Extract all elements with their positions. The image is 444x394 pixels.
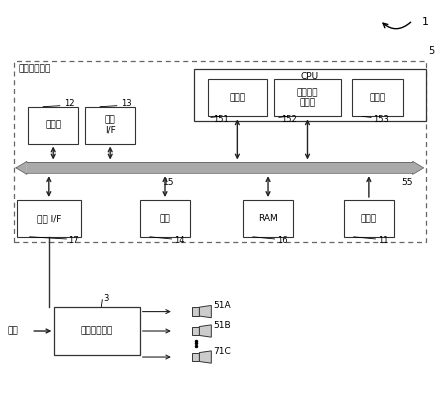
Text: 用户
I/F: 用户 I/F bbox=[105, 115, 115, 135]
Bar bbox=[140, 200, 190, 237]
Bar bbox=[192, 353, 199, 361]
Text: 测定部: 测定部 bbox=[229, 93, 246, 102]
Text: 153: 153 bbox=[373, 115, 389, 124]
Polygon shape bbox=[199, 305, 211, 318]
Text: 51A: 51A bbox=[213, 301, 231, 310]
Text: 校正部: 校正部 bbox=[369, 93, 386, 102]
Text: 声场辅助装置: 声场辅助装置 bbox=[81, 327, 113, 336]
Bar bbox=[17, 200, 81, 237]
Polygon shape bbox=[199, 351, 211, 363]
Text: 信息处理终端: 信息处理终端 bbox=[18, 64, 50, 73]
Text: 55: 55 bbox=[402, 178, 413, 187]
Text: 51B: 51B bbox=[213, 321, 231, 330]
Bar bbox=[27, 162, 413, 173]
Text: 16: 16 bbox=[277, 236, 287, 245]
Text: 151: 151 bbox=[213, 115, 229, 124]
Text: 17: 17 bbox=[68, 236, 79, 245]
Bar bbox=[243, 200, 293, 237]
Text: 音源: 音源 bbox=[7, 327, 18, 336]
Bar bbox=[28, 107, 79, 143]
Bar bbox=[192, 327, 199, 335]
Text: 平均特性
计算部: 平均特性 计算部 bbox=[297, 88, 318, 108]
Text: 闪存: 闪存 bbox=[160, 214, 170, 223]
Polygon shape bbox=[413, 161, 424, 175]
Text: RAM: RAM bbox=[258, 214, 278, 223]
Polygon shape bbox=[199, 325, 211, 337]
Text: 71C: 71C bbox=[213, 347, 231, 356]
Text: 13: 13 bbox=[121, 99, 132, 108]
Bar bbox=[85, 107, 135, 143]
Bar bbox=[14, 61, 426, 242]
Text: CPU: CPU bbox=[301, 72, 319, 81]
Text: 显示器: 显示器 bbox=[45, 121, 61, 130]
Bar bbox=[208, 80, 267, 116]
Text: 12: 12 bbox=[64, 99, 75, 108]
Bar bbox=[194, 69, 426, 121]
Bar bbox=[353, 80, 403, 116]
Text: 5: 5 bbox=[428, 46, 434, 56]
Bar bbox=[192, 307, 199, 316]
Text: 14: 14 bbox=[174, 236, 184, 245]
Bar bbox=[274, 80, 341, 116]
Text: 15: 15 bbox=[163, 178, 174, 187]
Polygon shape bbox=[16, 161, 27, 175]
Text: 网络 I/F: 网络 I/F bbox=[36, 214, 61, 223]
Text: 152: 152 bbox=[281, 115, 297, 124]
Text: 1: 1 bbox=[421, 17, 428, 27]
Bar bbox=[54, 307, 140, 355]
Text: 3: 3 bbox=[103, 294, 109, 303]
Text: 11: 11 bbox=[378, 236, 388, 245]
Bar bbox=[344, 200, 394, 237]
Text: 传声器: 传声器 bbox=[361, 214, 377, 223]
